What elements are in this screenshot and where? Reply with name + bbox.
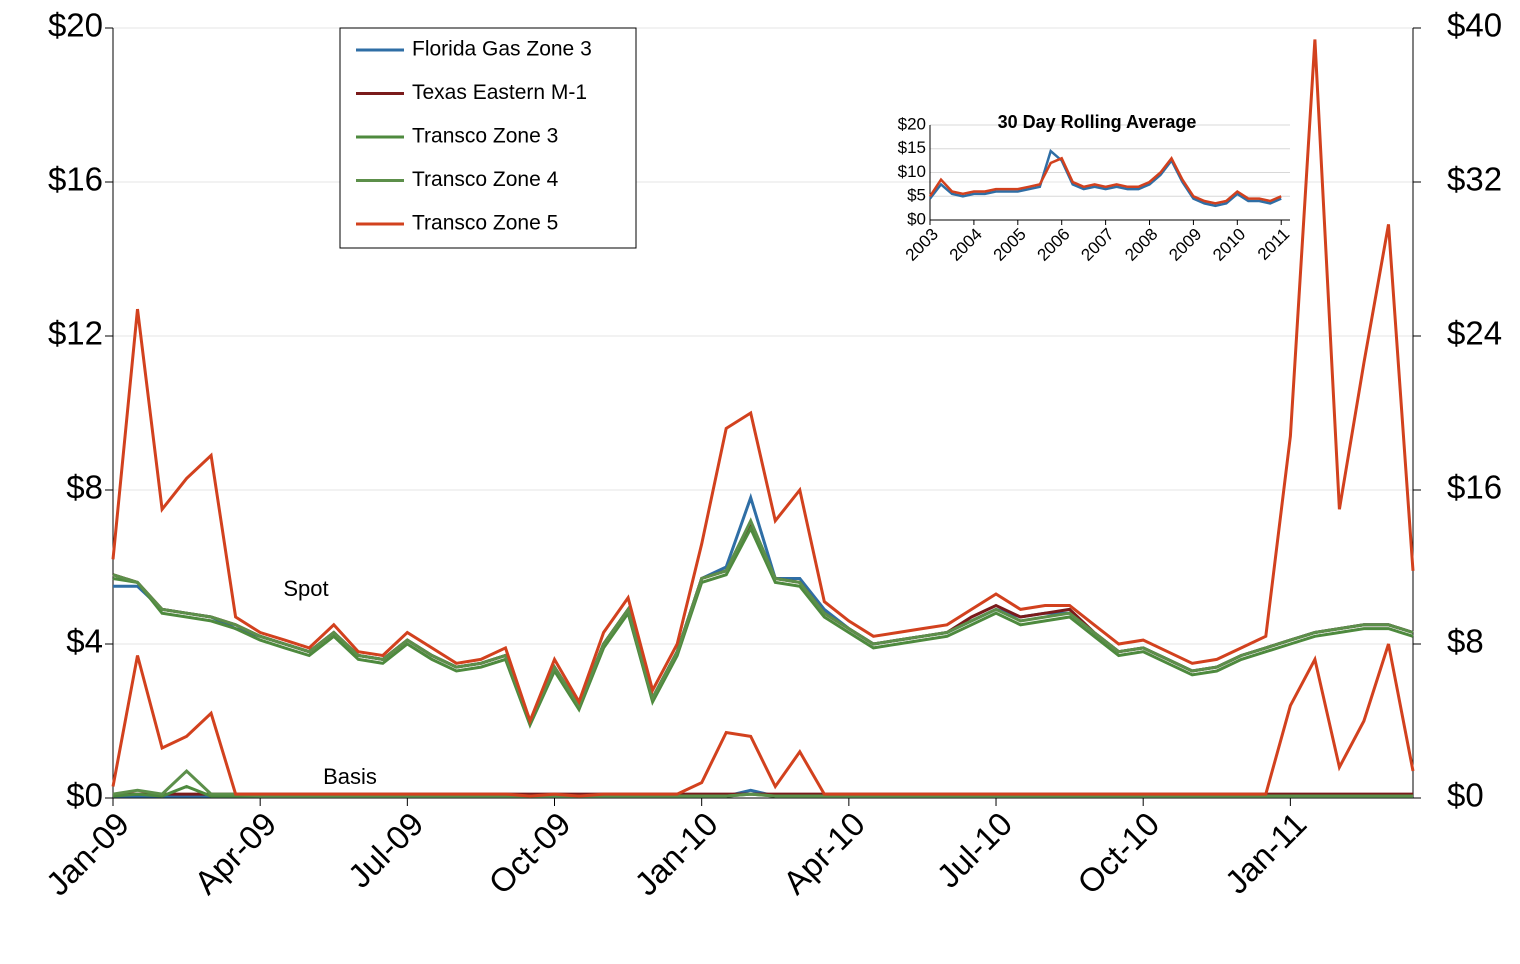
legend-label: Transco Zone 3 (412, 125, 558, 148)
y2-tick-label: $16 (1447, 469, 1502, 506)
legend-label: Transco Zone 4 (412, 168, 559, 191)
y-tick-label: $8 (66, 469, 103, 506)
inset-y-tick-label: $0 (907, 209, 926, 228)
inset-line (928, 155, 1282, 205)
spot-line (112, 517, 1414, 725)
y-tick-label: $20 (48, 7, 103, 44)
inset-title: 30 Day Rolling Average (998, 112, 1197, 132)
legend-label: Texas Eastern M-1 (412, 81, 587, 104)
spot-line (112, 525, 1414, 729)
legend-label: Transco Zone 5 (412, 212, 558, 235)
y-tick-label: $4 (66, 623, 103, 660)
y2-tick-label: $0 (1447, 777, 1484, 814)
y2-tick-label: $8 (1447, 623, 1484, 660)
inset-line (929, 148, 1282, 208)
legend-label: Florida Gas Zone 3 (412, 38, 592, 61)
spot-line (111, 39, 1415, 726)
inset-y-tick-label: $15 (898, 138, 926, 157)
inset-y-tick-label: $5 (907, 186, 926, 205)
basis-line (111, 643, 1415, 798)
inset-y-tick-label: $10 (898, 162, 926, 181)
y2-tick-label: $40 (1447, 7, 1502, 44)
y2-tick-label: $24 (1447, 315, 1502, 352)
y-tick-label: $0 (66, 777, 103, 814)
basis-line (112, 768, 1413, 798)
annotation: Spot (283, 576, 328, 601)
annotation: Basis (323, 764, 377, 789)
y-tick-label: $12 (48, 315, 103, 352)
y-tick-label: $16 (48, 161, 103, 198)
y2-tick-label: $32 (1447, 161, 1502, 198)
inset-y-tick-label: $20 (898, 114, 926, 133)
